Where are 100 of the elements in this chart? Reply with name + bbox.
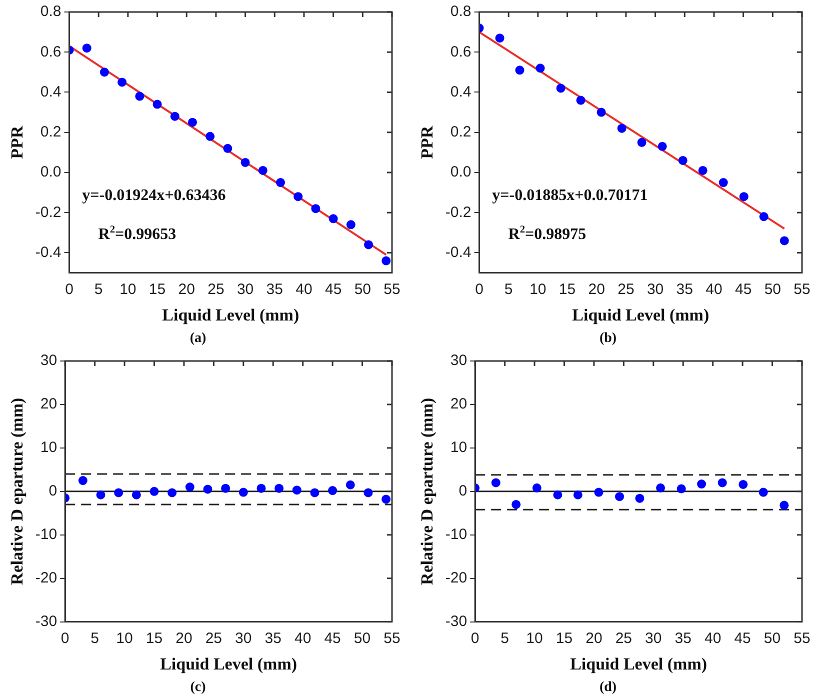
y-tick-label: 0.8 bbox=[450, 3, 472, 20]
y-tick-label: 30 bbox=[450, 352, 468, 370]
x-tick-label: 35 bbox=[674, 630, 692, 647]
point bbox=[718, 478, 727, 488]
point bbox=[739, 192, 748, 202]
x-tick-label: 15 bbox=[146, 630, 163, 647]
y-tick-label: -10 bbox=[35, 526, 58, 544]
y-tick-label: 0.0 bbox=[40, 164, 62, 181]
y-tick-label: -30 bbox=[35, 612, 58, 630]
point bbox=[203, 484, 212, 494]
point bbox=[82, 44, 92, 53]
point bbox=[718, 178, 728, 188]
point bbox=[238, 488, 248, 497]
x-tick-label: 30 bbox=[646, 280, 664, 298]
point bbox=[168, 488, 177, 498]
y-tick-label: 0 bbox=[458, 482, 468, 500]
y-tick-label: 20 bbox=[450, 396, 468, 413]
y-tick-label: 0.4 bbox=[40, 83, 62, 100]
point bbox=[188, 118, 197, 127]
y-tick-label: -10 bbox=[445, 526, 468, 544]
x-tick-label: 50 bbox=[764, 630, 781, 647]
point bbox=[294, 192, 303, 202]
text: (c) bbox=[190, 680, 206, 696]
text: (d) bbox=[599, 680, 617, 696]
point bbox=[274, 484, 284, 493]
y-axis-title: PPR bbox=[8, 125, 27, 159]
point bbox=[637, 138, 646, 147]
y-tick-label: -20 bbox=[445, 569, 468, 586]
y-tick-label: 0.0 bbox=[450, 164, 472, 181]
x-tick-label: 45 bbox=[734, 630, 751, 647]
point bbox=[491, 478, 500, 488]
x-axis-title: Liquid Level (mm) bbox=[160, 654, 298, 674]
x-tick-label: 20 bbox=[586, 630, 602, 647]
x-tick-label: 10 bbox=[530, 280, 546, 298]
y-tick-label: 0.6 bbox=[40, 43, 62, 60]
x-tick-label: 40 bbox=[296, 280, 312, 298]
point bbox=[759, 212, 768, 222]
y-tick-label: -0.2 bbox=[35, 204, 62, 221]
point bbox=[698, 166, 708, 175]
point bbox=[256, 484, 266, 493]
point bbox=[364, 488, 373, 498]
x-tick-label: 20 bbox=[176, 630, 192, 647]
x-tick-label: 20 bbox=[588, 280, 605, 298]
x-tick-label: 35 bbox=[266, 280, 283, 298]
y-tick-label: -0.4 bbox=[445, 244, 472, 261]
point bbox=[221, 484, 230, 493]
y-tick-label: 10 bbox=[450, 439, 468, 456]
point bbox=[328, 486, 338, 496]
y-tick-label: 0 bbox=[48, 482, 58, 500]
point bbox=[594, 488, 604, 497]
x-tick-label: 25 bbox=[618, 280, 634, 298]
point bbox=[512, 500, 521, 509]
x-tick-label: 30 bbox=[235, 630, 252, 647]
y-axis-title: Relative D eparture (mm) bbox=[418, 398, 437, 585]
point bbox=[573, 490, 582, 500]
point bbox=[697, 480, 706, 489]
point bbox=[223, 144, 232, 153]
x-tick-label: 40 bbox=[294, 630, 312, 647]
y-tick-label: 10 bbox=[40, 439, 58, 456]
point bbox=[780, 500, 789, 510]
point bbox=[382, 256, 391, 266]
point bbox=[738, 480, 748, 489]
x-tick-label: 5 bbox=[94, 280, 103, 298]
x-tick-label: 50 bbox=[354, 280, 372, 298]
text: (b) bbox=[599, 331, 617, 346]
x-tick-label: 15 bbox=[148, 280, 166, 298]
y-axis-title: PPR bbox=[418, 125, 437, 159]
point bbox=[118, 78, 127, 87]
x-tick-label: 10 bbox=[526, 630, 543, 647]
x-tick-label: 55 bbox=[794, 630, 810, 647]
y-tick-label: -0.2 bbox=[445, 204, 472, 221]
y-tick-label: 0.2 bbox=[40, 124, 62, 141]
point bbox=[96, 490, 106, 500]
x-tick-label: 25 bbox=[205, 630, 222, 647]
x-tick-label: 55 bbox=[384, 630, 400, 647]
point bbox=[135, 92, 144, 101]
x-axis-title: Liquid Level (mm) bbox=[572, 305, 710, 324]
annotation: y=-0.01924x+0.63436 bbox=[82, 186, 226, 204]
point bbox=[382, 494, 391, 504]
point bbox=[150, 486, 159, 496]
x-tick-label: 15 bbox=[556, 630, 573, 647]
point bbox=[310, 488, 320, 498]
point bbox=[615, 492, 624, 502]
x-tick-label: 0 bbox=[65, 280, 74, 298]
point bbox=[152, 100, 162, 109]
point bbox=[258, 166, 268, 175]
y-tick-label: -30 bbox=[445, 612, 468, 630]
x-tick-label: 10 bbox=[116, 630, 133, 647]
point bbox=[170, 112, 180, 121]
point bbox=[364, 240, 374, 250]
point bbox=[100, 68, 109, 77]
x-tick-label: 25 bbox=[208, 280, 224, 298]
x-tick-label: 40 bbox=[704, 630, 722, 647]
y-tick-label: 0.8 bbox=[40, 3, 62, 20]
point bbox=[515, 66, 524, 75]
point bbox=[553, 490, 562, 500]
annotation: y=-0.01885x+0.0.70171 bbox=[492, 186, 648, 204]
x-tick-label: 15 bbox=[558, 280, 576, 298]
y-tick-label: -0.4 bbox=[35, 244, 62, 261]
point bbox=[114, 488, 124, 498]
